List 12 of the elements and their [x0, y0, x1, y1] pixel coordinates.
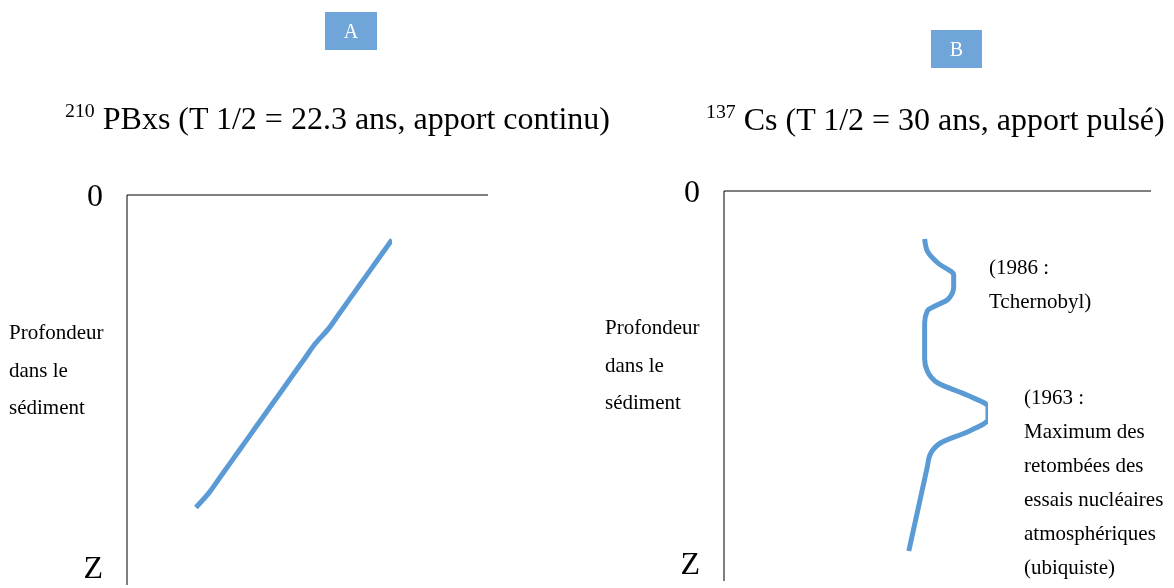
chart-title: A — [343, 20, 359, 42]
y-tick-label: 0 — [684, 173, 700, 210]
y-tick-label: 0 — [87, 177, 103, 214]
y-tick-label: Z — [83, 549, 103, 586]
y-axis-title: Profondeur dans le sédiment — [9, 320, 104, 419]
chart-title: B — [949, 38, 964, 60]
y-tick-label: Z — [680, 545, 700, 582]
chart-subtitle: $^{210}$ PBxs (T 1/2 = 22.3 ans, apport continu) — [65, 99, 610, 136]
y-axis-title: Profondeur dans le sédiment — [605, 315, 700, 414]
text: (1963 : Maximum des retombées des essais nucléaires atmosphériques (ubiquiste) — [1024, 385, 1164, 579]
text: (1986 : Tchernobyl) — [989, 255, 1092, 313]
chart-subtitle: $^{137}$ Cs (T 1/2 = 30 ans, apport pulsé) — [706, 100, 1165, 137]
